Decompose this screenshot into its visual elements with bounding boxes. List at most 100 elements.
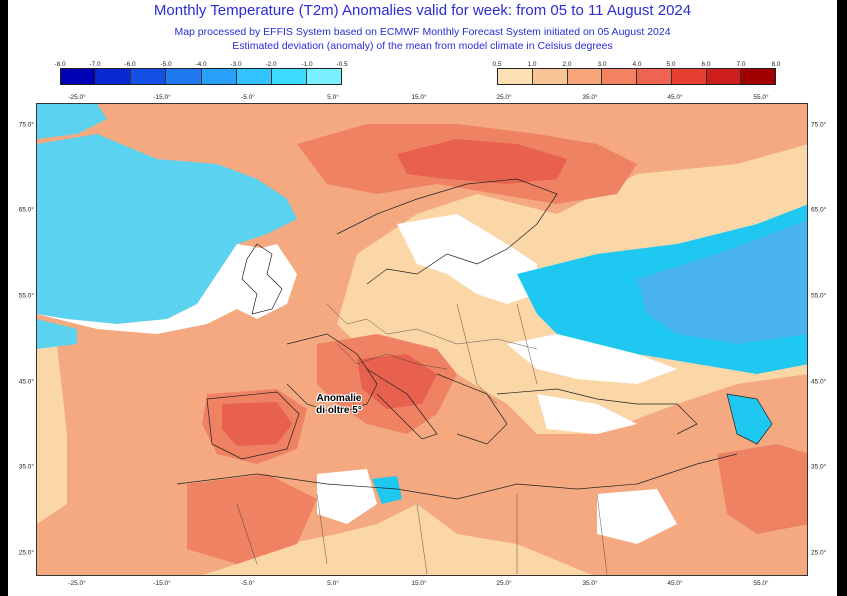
lon-label: -25.0° (68, 580, 86, 587)
coastline-segment (176, 453, 738, 500)
lon-label: 35.0° (582, 94, 598, 101)
border-segment (336, 343, 448, 370)
coastline-segment (241, 243, 283, 315)
lon-label: -5.0° (241, 580, 255, 587)
map-subtitle-source: Map processed by EFFIS System based on E… (174, 26, 671, 38)
colorbar-label: -6.0 (124, 61, 136, 68)
colorbar-swatch (201, 69, 237, 84)
lat-label: 65.0° (811, 206, 827, 214)
lon-label: 25.0° (496, 94, 512, 101)
cold-anomaly-algeria (372, 476, 402, 504)
annotation-line: Anomalie (316, 393, 362, 404)
coastlines (176, 178, 773, 500)
border-segment (516, 303, 538, 385)
colorbar-label: 0.5 (492, 61, 502, 68)
forecast-map-page: Monthly Temperature (T2m) Anomalies vali… (8, 0, 837, 596)
colorbar-swatch (166, 69, 202, 84)
cold-anomaly-russia-inner (637, 219, 807, 344)
lat-label: 35.0° (18, 463, 34, 471)
lon-label: 35.0° (582, 580, 598, 587)
latitude-labels-right: 75.0° 65.0° 55.0° 45.0° 35.0° 25.0° (811, 103, 837, 576)
coastline-segment (726, 393, 773, 445)
colorbar-swatch (131, 69, 167, 84)
annotation-line: di oltre 5° (316, 405, 362, 416)
neutral-uk-west (237, 244, 297, 319)
lat-label: 75.0° (18, 121, 34, 129)
colorbar-label: 4.0 (632, 61, 642, 68)
colorbar-label: 8.0 (771, 61, 781, 68)
cold-anomaly-caspian (727, 394, 772, 444)
coastline-segment (366, 368, 438, 440)
colorbar-label: -8.0 (54, 61, 66, 68)
colorbar-swatch (498, 69, 533, 84)
lon-label: 5.0° (327, 580, 339, 587)
lat-label: 45.0° (811, 378, 827, 386)
hot-anomaly-middle-east (717, 444, 807, 534)
colorbar-label: 1.0 (527, 61, 537, 68)
colorbar-label: 3.0 (597, 61, 607, 68)
lon-label: 55.0° (753, 580, 769, 587)
colorbar-swatch (741, 69, 775, 84)
colorbar-label: 2.0 (562, 61, 572, 68)
cold-anomaly-greenland (37, 104, 107, 139)
lon-label: 55.0° (753, 94, 769, 101)
lat-label: 25.0° (18, 549, 34, 557)
lat-label: 55.0° (811, 292, 827, 300)
lon-label: -15.0° (153, 94, 171, 101)
lat-label: 65.0° (18, 206, 34, 214)
colorbar-swatch (271, 69, 307, 84)
colorbar-label: -7.0 (89, 61, 101, 68)
colorbar-swatch (96, 69, 132, 84)
colorbar-swatch (61, 69, 97, 84)
map-title: Monthly Temperature (T2m) Anomalies vali… (153, 2, 692, 19)
neutral-scandinavia-south (397, 214, 537, 304)
lat-label: 35.0° (811, 463, 827, 471)
hot-anomaly-iberia-core (222, 402, 292, 446)
lat-label: 45.0° (18, 378, 34, 386)
lat-label: 55.0° (18, 292, 34, 300)
coastline-segment (286, 333, 378, 415)
neutral-libya (597, 489, 677, 544)
lon-label: 25.0° (496, 580, 512, 587)
colorbar-label: -0.5 (336, 61, 348, 68)
coastline-segment (336, 178, 558, 285)
colorbar-label: -1.0 (301, 61, 313, 68)
lon-label: -25.0° (68, 94, 86, 101)
colorbar-swatch (706, 69, 742, 84)
colorbar-label: -5.0 (160, 61, 172, 68)
lon-label: -15.0° (153, 580, 171, 587)
cold-anomaly-atlantic-west (37, 319, 77, 349)
colorbar-swatch (236, 69, 272, 84)
colorbar-swatch (602, 69, 637, 84)
lat-label: 25.0° (811, 549, 827, 557)
neutral-atlantic-band (37, 244, 267, 334)
colorbar-negative (60, 68, 342, 85)
coastline-segment (436, 373, 508, 445)
map-annotation: Anomalie di oltre 5° (310, 393, 368, 417)
lon-label: 15.0° (411, 580, 427, 587)
colorbar-swatch (532, 69, 568, 84)
colorbar-label: -2.0 (265, 61, 277, 68)
anomaly-map (36, 103, 808, 576)
border-segment (456, 303, 498, 405)
neutral-north-africa (317, 469, 377, 524)
hot-anomaly-alps (357, 354, 437, 409)
neutral-eastern-med (537, 394, 637, 434)
map-subtitle-units: Estimated deviation (anomaly) of the mea… (232, 40, 613, 52)
colorbar-swatch (306, 69, 341, 84)
hot-anomaly-scandinavia-core (397, 139, 567, 184)
borders (236, 303, 608, 575)
lon-label: 15.0° (411, 94, 427, 101)
colorbar-positive (497, 68, 776, 85)
border-segment (326, 303, 538, 350)
colorbar-swatch (671, 69, 707, 84)
hot-anomaly-north-africa (187, 474, 317, 564)
coastline-segment (206, 391, 300, 460)
lon-label: 45.0° (667, 580, 683, 587)
cold-anomaly-north (37, 134, 297, 324)
lon-label: 45.0° (667, 94, 683, 101)
colorbar-label: 7.0 (736, 61, 746, 68)
neutral-russia-edge (507, 334, 677, 384)
colorbar-label: 6.0 (701, 61, 711, 68)
colorbar-swatch (567, 69, 603, 84)
